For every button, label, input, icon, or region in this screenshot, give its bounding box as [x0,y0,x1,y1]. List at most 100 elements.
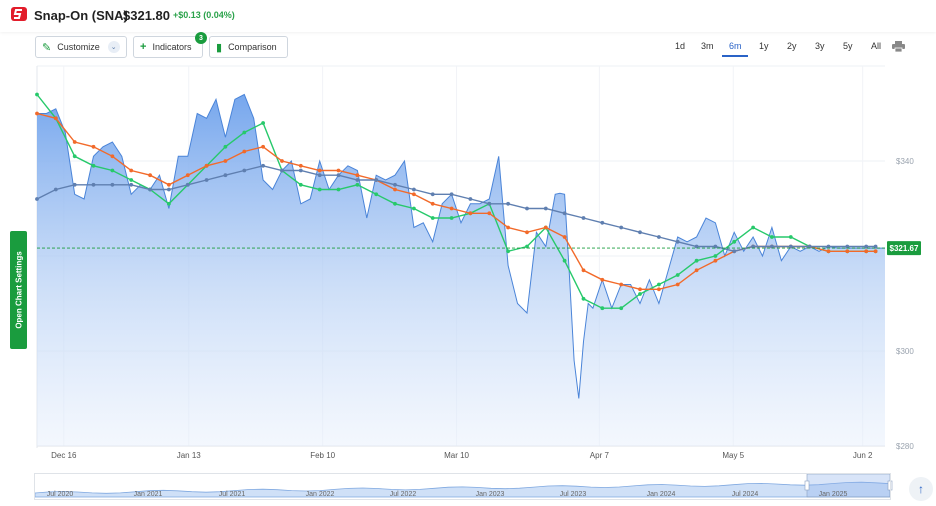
slate-ma-point [525,206,529,211]
slate-ma-point [430,192,435,197]
green-ma-point [110,168,115,173]
slate-ma-point [91,182,96,187]
print-icon[interactable] [892,41,905,52]
orange-ma-point [675,282,680,287]
indicators-count-badge: 3 [195,32,207,44]
green-ma-point [91,163,96,168]
green-ma-point [223,144,228,149]
navigator-handle-left [804,480,810,491]
slate-ma-point [562,211,567,216]
range-tab-all[interactable]: All [871,41,882,51]
green-ma-point [317,187,322,192]
navigator-area [34,481,891,498]
navigator-label: Jan 2022 [306,491,335,498]
navigator-frame[interactable] [34,473,891,500]
slate-ma-point [393,182,397,187]
orange-ma-point [713,258,718,263]
orange-ma-point [393,187,397,192]
range-tab-2y[interactable]: 2y [787,41,797,51]
orange-ma-point [223,159,228,163]
range-tab-6m[interactable]: 6m [729,41,742,51]
orange-ma-point [298,163,303,168]
green-ma-point [336,187,341,192]
green-ma-point [638,292,642,296]
indicator-lines [35,92,878,311]
plus-icon: + [140,41,147,53]
slate-ma-point [468,197,473,201]
orange-ma-point [864,249,869,254]
slate-ma-point [751,244,755,249]
scroll-to-top-button[interactable]: ↑ [909,477,933,501]
active-range-indicator [722,55,748,57]
slate-ma-point [543,206,548,211]
slate-ma-point [826,244,831,249]
orange-ma-point [694,268,699,273]
green-ma-point [35,92,39,97]
orange-ma-point [657,287,661,292]
slate-ma-point [261,163,265,168]
slate-ma-point [129,182,134,187]
x-tick-label: Apr 7 [590,451,610,460]
slate-ma-point [298,168,303,173]
range-tab-3y[interactable]: 3y [815,41,825,51]
slate-ma-point [167,187,171,192]
green-ma-point [298,182,303,187]
navigator-chart[interactable]: Jul 2020 Jan 2021 Jul 2021 Jan 2022 Jul 2022… [34,473,893,498]
x-tick-label: Jun 2 [853,451,873,460]
green-ma-point [374,192,379,197]
slate-ma-point [845,244,850,249]
range-tab-1y[interactable]: 1y [759,41,769,51]
comparison-button[interactable]: ▮ Comparison [209,36,288,58]
orange-ma-point [261,144,265,149]
orange-ma-point [506,225,510,230]
green-ma-point [430,216,435,220]
range-tab-5y[interactable]: 5y [843,41,853,51]
green-ma-point [619,306,624,311]
range-tab-1d[interactable]: 1d [675,41,686,51]
slate-ma-point [110,182,115,187]
current-price-badge [887,241,921,256]
navigator-label: Jul 2021 [219,491,246,498]
last-price: $321.80 [123,8,170,23]
slate-ma-point [506,201,510,206]
orange-ma-point [167,182,171,187]
green-ma-point [261,121,265,125]
slate-ma-point [280,168,284,173]
range-tab-3m[interactable]: 3m [701,41,714,51]
green-ma-point [581,296,586,301]
orange-ma-point [355,173,360,178]
navigator-label: Jan 2025 [819,491,848,498]
navigator-label: Jul 2022 [390,491,417,498]
orange-ma-point [619,282,624,287]
snap-on-logo-icon [11,7,27,21]
axis-labels: $340 $300 $280 Dec 16 Jan 13 Feb 10 Mar 10 Apr … [51,157,914,460]
orange-ma-point [412,192,416,197]
price-chart[interactable]: $340 $300 $280 Dec 16 Jan 13 Feb 10 Mar 10 Apr … [0,60,936,506]
slate-ma-point [355,178,360,182]
navigator-label: Jul 2023 [560,491,587,498]
quote-header: Snap-On (SNA) $321.80 +$0.13 (0.04%) [0,0,936,32]
orange-ma-point [317,168,322,173]
slate-ma-point [242,168,247,173]
slate-ma-point [638,230,642,235]
pencil-icon: ✎ [42,41,52,54]
x-tick-label: Dec 16 [51,451,77,460]
orange-ma-point [562,235,567,239]
customize-button[interactable]: ✎ Customize ⌄ [35,36,127,58]
slate-ma-line [36,165,876,253]
orange-ma-point [525,230,529,235]
current-price-marker: $321.67 [37,241,921,256]
orange-ma-point [581,268,586,273]
price-area [37,93,885,446]
comparison-label: Comparison [228,42,277,52]
slate-ma-point [53,187,58,192]
orange-ma-point [110,154,115,159]
arrow-up-icon: ↑ [918,482,924,496]
slate-ma-point [223,173,228,178]
current-price-label: $321.67 [890,244,919,253]
open-chart-settings-tab[interactable]: Open Chart Settings [10,231,27,349]
ticker-name: Snap-On (SNA) [34,8,128,23]
indicators-button[interactable]: + Indicators 3 [133,32,207,58]
slate-ma-point [619,225,624,230]
slate-ma-point [807,244,812,249]
